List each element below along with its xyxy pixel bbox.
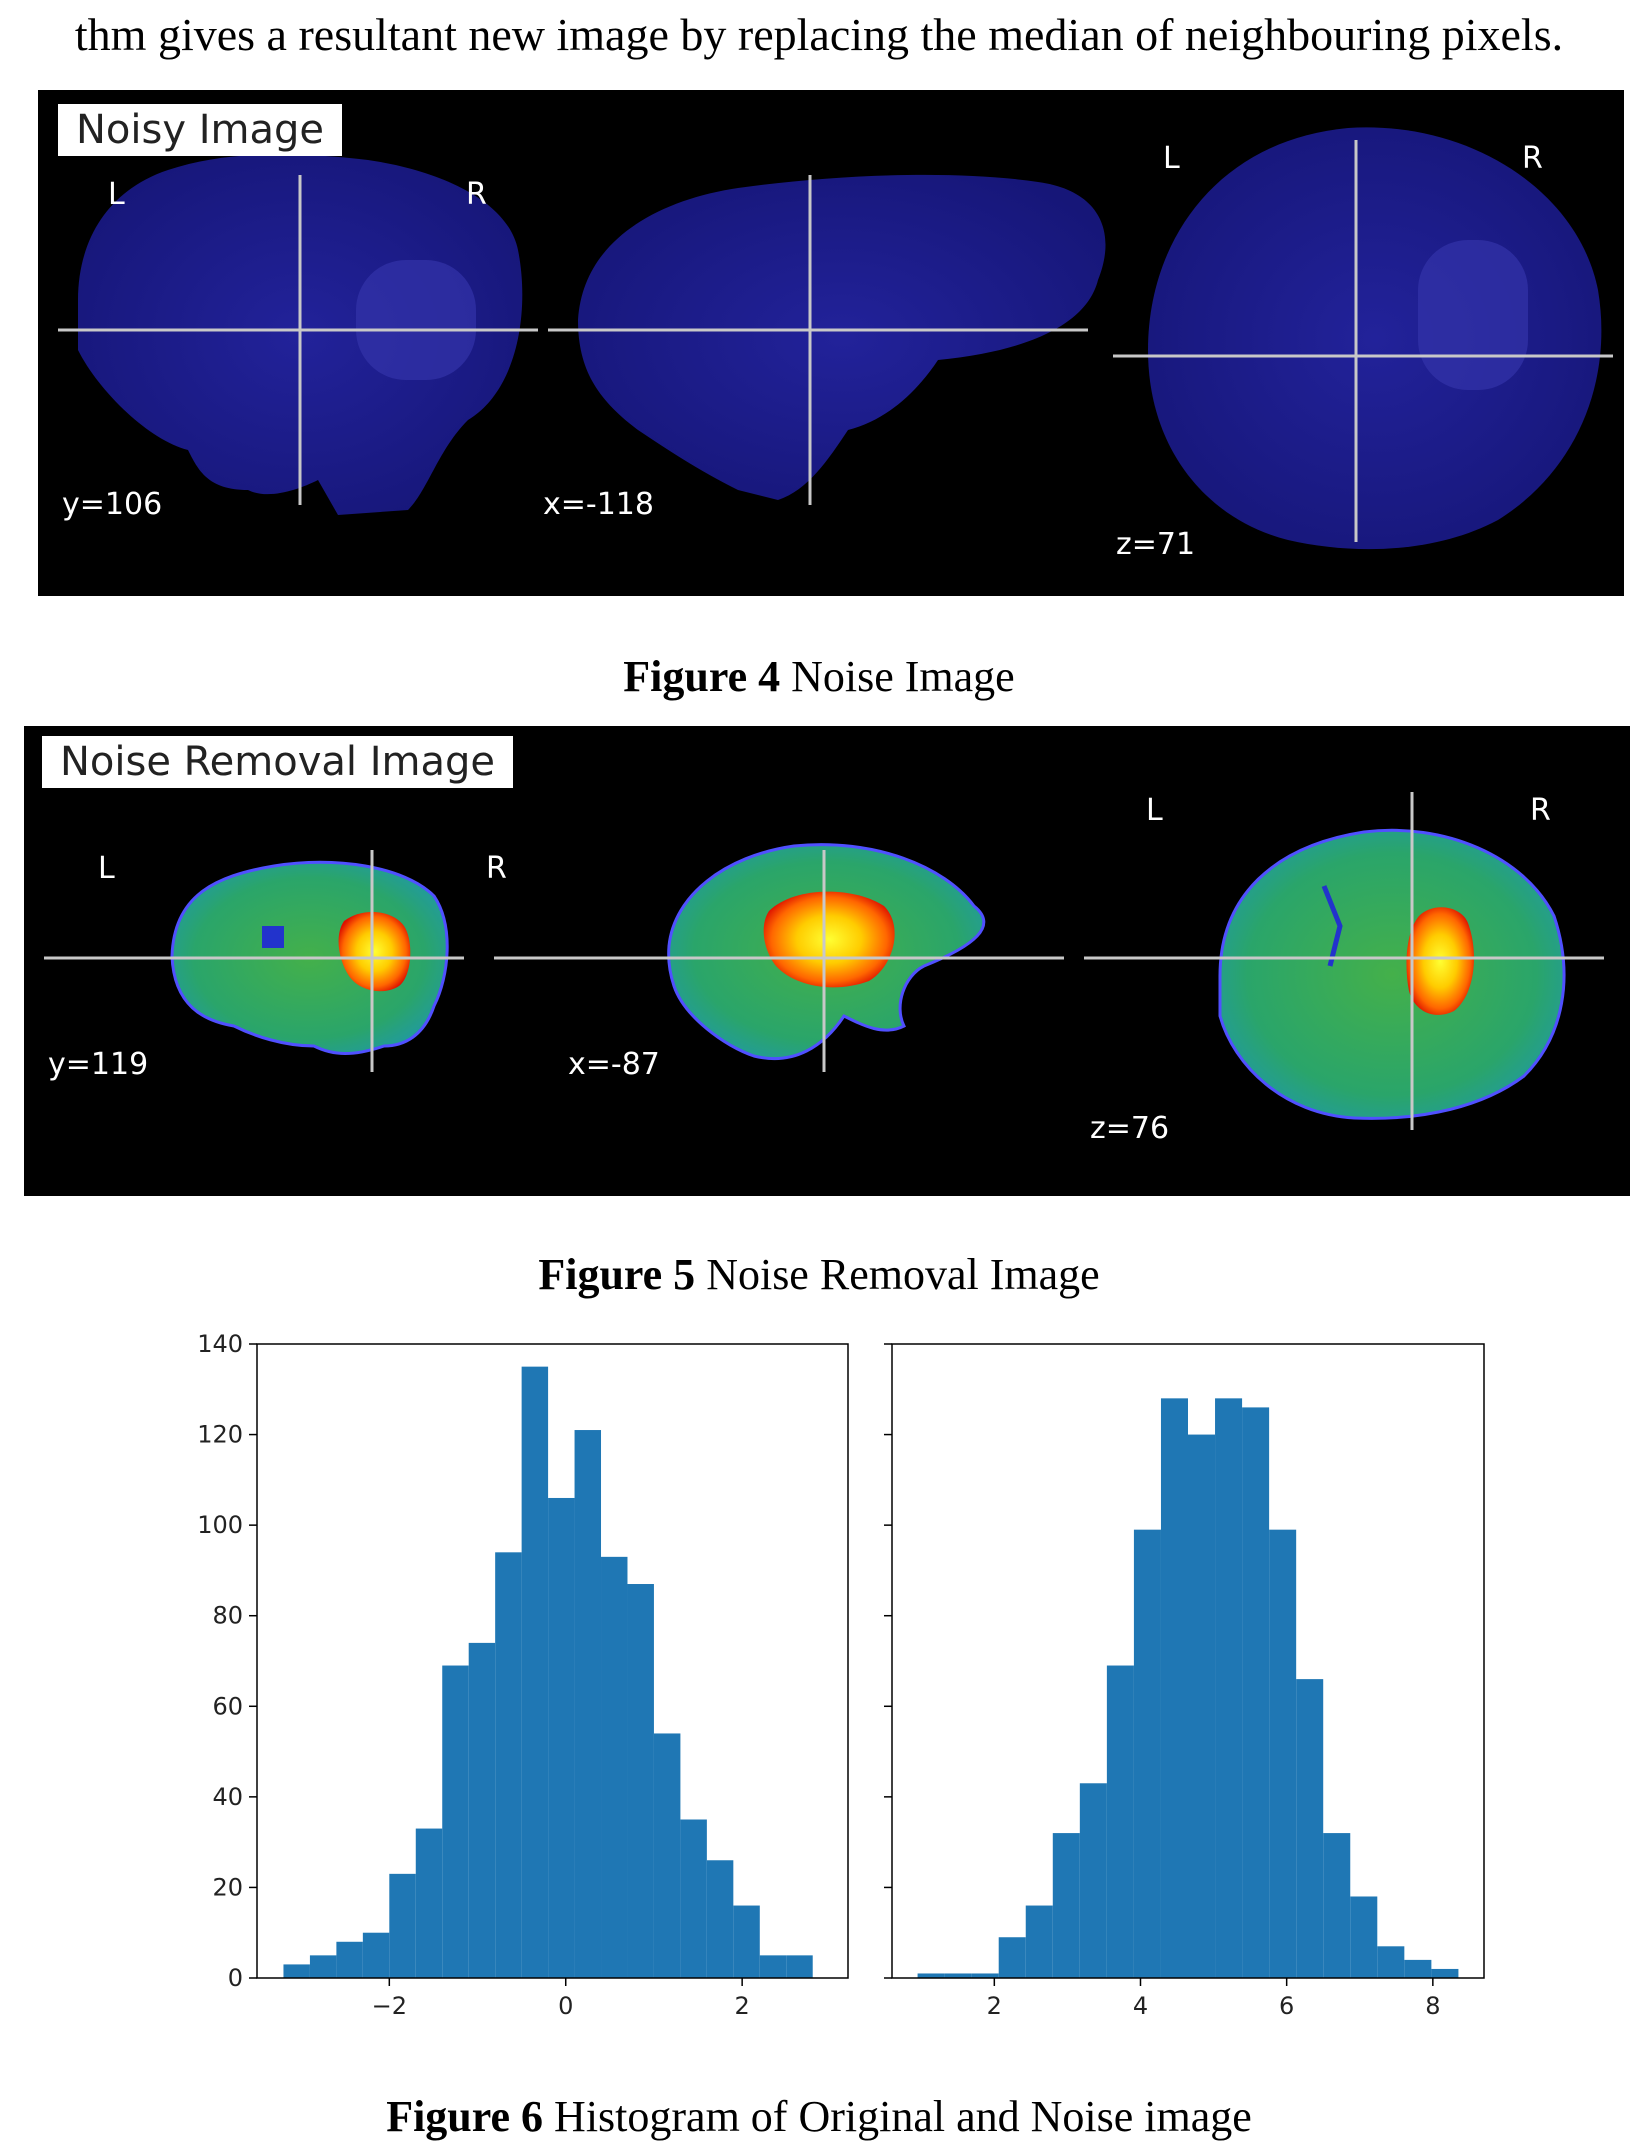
body-text-line: thm gives a resultant new image by repla… [74,9,1564,60]
histogram-bar [336,1941,363,1978]
histogram-bar [786,1955,813,1978]
tumor-coronal [338,911,411,992]
orientation-left-label: L [1163,141,1180,176]
orientation-left-label: L [108,177,125,212]
plot-frame [891,1343,1485,1979]
y-tick-label: 80 [212,1602,243,1630]
orientation-right-label: R [466,177,487,212]
noisy-crosshairs [58,140,1613,542]
histogram-bar [1079,1783,1107,1978]
orientation-right-label: R [1530,793,1551,828]
histogram-bar [1323,1833,1351,1978]
noisy-lesion [356,260,476,380]
histogram-bar [1377,1946,1405,1978]
x-tick-label: 4 [1133,1992,1148,2020]
histogram-bar [362,1932,390,1978]
histogram-bar [971,1973,999,1978]
histogram-bar [1133,1529,1161,1978]
orientation-right-label: R [1522,141,1543,176]
denoised-crosshairs [44,792,1604,1130]
plot-frame [256,1343,849,1979]
orientation-right-label: R [486,851,507,886]
denoised-brain-slices [44,792,1604,1130]
figure-title: Noise Removal Image [695,1250,1100,1299]
y-tick-label: 0 [228,1964,243,1992]
x-tick-label: 2 [987,1992,1002,2020]
histogram-bar [283,1964,310,1978]
noise-removal-image-panel: Noise Removal Image L R y=119 x=-87 L R … [24,726,1630,1196]
histogram-bar [601,1556,628,1978]
tumor-axial [1406,907,1474,1015]
y-tick-label: 20 [212,1873,243,1901]
noisy-sagittal-slice [578,174,1106,500]
slice-coordinate: y=106 [62,487,163,522]
histogram-bar [1106,1665,1134,1978]
histogram-bar [1052,1833,1080,1978]
histogram-bar [495,1552,522,1978]
orientation-left-label: L [98,851,115,886]
panel-label: Noisy Image [58,104,343,156]
x-tick-label: 0 [558,1992,573,2020]
histogram-bar [548,1497,575,1978]
figure-title: Histogram of Original and Noise image [543,2092,1252,2141]
x-tick-label: 2 [735,1992,750,2020]
histogram-bar [1404,1959,1432,1978]
figure-number: Figure 4 [623,652,781,701]
slice-coordinate: x=-118 [543,487,654,522]
histogram-bar [1242,1407,1270,1978]
histogram-bar [627,1584,654,1978]
histogram-bar [706,1860,734,1978]
histogram-bar [944,1973,972,1978]
y-tick-label: 60 [212,1692,243,1720]
histogram-bar [1269,1529,1297,1978]
panel-label: Noise Removal Image [42,736,513,788]
histogram-bar [917,1973,945,1978]
figure-number: Figure 5 [538,1250,696,1299]
histogram-bar [468,1642,496,1978]
histogram-bar [1431,1968,1459,1978]
ventricle-axial [1321,885,1343,967]
denoised-axial-slice [1218,828,1566,1120]
histogram-bar [415,1828,443,1978]
slice-coordinate: z=71 [1116,527,1196,562]
histogram-bar [1188,1434,1216,1978]
y-tick-label: 120 [197,1421,243,1449]
histogram-bar [309,1955,337,1978]
slice-coordinate: y=119 [48,1047,149,1082]
histogram-bar [521,1366,549,1978]
figure-number: Figure 6 [386,2092,544,2141]
figure-4-caption: Figure 4 Noise Image [0,652,1638,702]
histogram-bar [1215,1398,1243,1978]
ventricle [262,926,284,948]
y-tick-label: 140 [197,1330,243,1358]
y-tick-label: 40 [212,1783,243,1811]
x-tick-label: 6 [1279,1992,1294,2020]
noisy-axial-slice [1148,127,1602,550]
histogram-bar [1296,1679,1324,1978]
histogram-bar [733,1905,760,1978]
histogram-bar [1160,1398,1188,1978]
tumor-sagittal [763,891,895,988]
histogram-bar [759,1955,787,1978]
x-tick-label: −2 [372,1992,407,2020]
orientation-left-label: L [1146,793,1163,828]
histogram-bar [653,1733,681,1978]
figure-5-caption: Figure 5 Noise Removal Image [0,1250,1638,1300]
slice-coordinate: x=-87 [568,1047,660,1082]
histogram-bar [574,1430,602,1978]
histogram-bar [389,1873,416,1978]
noisy-image-panel: Noisy Image L R y=106 x=-118 L R z=71 [38,90,1624,596]
figure-6-caption: Figure 6 Histogram of Original and Noise… [0,2092,1638,2142]
y-tick-label: 100 [197,1511,243,1539]
x-tick-label: 8 [1425,1992,1440,2020]
slice-coordinate: z=76 [1090,1111,1170,1146]
histogram-bar [442,1665,469,1978]
histogram-bar [1350,1896,1378,1978]
noisy-lesion-axial [1418,240,1528,390]
noisy-brain-slices [58,127,1613,550]
histogram-bar [1025,1905,1053,1978]
figure-title: Noise Image [780,652,1015,701]
histogram-bar [680,1819,707,1978]
histogram-bar [998,1937,1026,1978]
